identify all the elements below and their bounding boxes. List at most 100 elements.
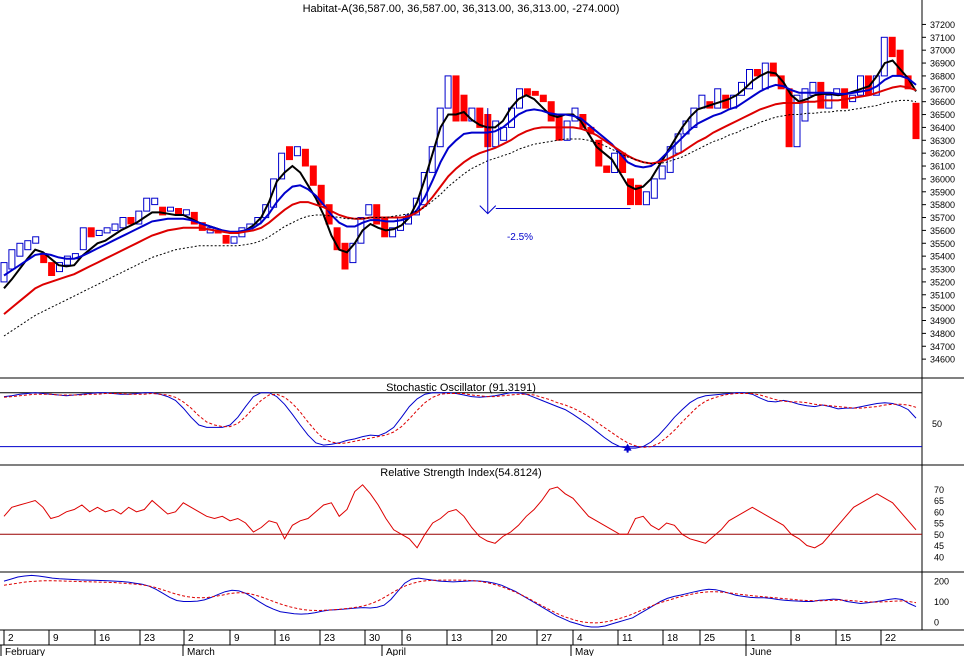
candle [230, 236, 238, 244]
price-tick-label: 36900 [930, 59, 955, 69]
date-tick-label: 30 [369, 633, 381, 644]
rsi-tick-label: 50 [934, 530, 944, 540]
candle [452, 75, 460, 122]
date-tick-label: 13 [451, 633, 463, 644]
candle [523, 88, 531, 96]
price-tick-label: 37000 [930, 46, 955, 56]
rsi-tick-label: 65 [934, 496, 944, 506]
candle [0, 262, 8, 283]
price-tick-label: 35300 [930, 265, 955, 275]
candle [460, 94, 468, 122]
price-tick-label: 35200 [930, 277, 955, 287]
candle [714, 88, 722, 109]
candle [563, 120, 571, 141]
oscillator-tick-label: 100 [934, 597, 949, 607]
price-tick-label: 34800 [930, 329, 955, 339]
date-tick-label: 23 [144, 633, 156, 644]
candle [444, 75, 452, 109]
candle [888, 36, 896, 58]
price-tick-label: 34700 [930, 342, 955, 352]
candle [801, 88, 809, 122]
candle [880, 36, 888, 77]
moving-average-line-0 [3, 59, 917, 289]
candle [373, 204, 381, 225]
candle [500, 126, 508, 141]
rsi-layer [0, 484, 922, 549]
price-tick-label: 36500 [930, 110, 955, 120]
candle [95, 229, 103, 236]
candle [309, 165, 317, 186]
candle [428, 146, 436, 173]
price-tick-label: 35700 [930, 213, 955, 223]
date-tick-label: 1 [750, 633, 756, 644]
date-tick-label: 9 [234, 633, 240, 644]
date-tick-label: 18 [667, 633, 679, 644]
candle [317, 184, 325, 206]
candle [143, 197, 151, 212]
month-label: March [187, 647, 215, 656]
candle [603, 165, 611, 173]
candle [627, 178, 634, 206]
date-tick-label: 16 [279, 633, 291, 644]
oscillator-tick-label: 200 [934, 577, 949, 587]
date-tick-label: 4 [577, 633, 583, 644]
candle [48, 262, 56, 277]
candle [56, 262, 63, 273]
candle [349, 242, 357, 264]
price-tick-label: 35500 [930, 239, 955, 249]
candle [16, 242, 24, 257]
drawdown-annotation: -2.5% [507, 232, 533, 243]
candle [785, 88, 793, 148]
month-label: April [386, 647, 406, 656]
date-tick-label: 22 [885, 633, 897, 644]
date-tick-label: 20 [496, 633, 508, 644]
candle [63, 255, 71, 266]
candle [87, 227, 95, 238]
stochastic-layer [0, 392, 922, 453]
rsi-tick-label: 45 [934, 541, 944, 551]
candle [531, 90, 539, 96]
price-tick-label: 34600 [930, 355, 955, 365]
candle [658, 165, 666, 180]
date-tick-label: 27 [541, 633, 553, 644]
candle [182, 209, 190, 216]
candle [389, 227, 397, 238]
candle [650, 178, 658, 199]
candle [793, 94, 801, 148]
candle [912, 102, 920, 140]
month-label: May [575, 647, 594, 656]
candle [286, 146, 293, 161]
candle [127, 217, 135, 225]
candle [151, 197, 159, 206]
candle [746, 69, 753, 90]
price-tick-label: 35900 [930, 187, 955, 197]
stochastic-title: Stochastic Oscillator (91.3191) [386, 382, 536, 394]
price-tick-label: 35800 [930, 200, 955, 210]
candle [769, 62, 777, 77]
rsi-title: Relative Strength Index(54.8124) [380, 467, 541, 479]
price-tick-label: 35400 [930, 252, 955, 262]
date-tick-label: 15 [840, 633, 852, 644]
oscillator-line-0 [3, 574, 917, 628]
date-tick-label: 23 [324, 633, 336, 644]
stochastic-line-1 [3, 392, 917, 448]
rsi-tick-label: 55 [934, 519, 944, 529]
candle [119, 217, 127, 229]
price-tick-label: 36300 [930, 136, 955, 146]
moving-average-line-1 [3, 74, 917, 277]
price-tick-label: 36800 [930, 71, 955, 81]
candle [32, 236, 40, 244]
stochastic-tick-label: 50 [932, 419, 942, 429]
candle [111, 223, 119, 231]
candle [222, 235, 230, 244]
month-label: February [5, 647, 45, 656]
oscillator-tick-label: 0 [934, 617, 939, 627]
price-tick-label: 36700 [930, 84, 955, 94]
candle [595, 139, 603, 167]
rsi-tick-label: 40 [934, 552, 944, 562]
date-tick-label: 16 [99, 633, 111, 644]
candle [8, 249, 16, 270]
date-tick-label: 9 [53, 633, 59, 644]
